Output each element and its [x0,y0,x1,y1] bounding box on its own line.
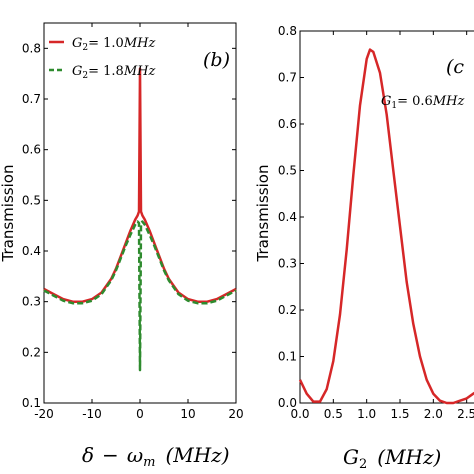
panel-c-ytick-label: 0.0 [278,396,297,410]
panel-c-series-line-0 [298,48,474,405]
panel-b-xtick-label: 20 [228,407,243,421]
panel-b-ytick-label: 0.7 [22,92,41,106]
legend-label-g2-1.8: G2= 1.8MHz [72,64,155,81]
panel-b-ytick-label: 0.8 [22,41,41,55]
panel-b-ylabel: Transmission [0,165,17,263]
panel-c-frame [299,30,474,404]
panel-c-annotation: G1= 0.6MHz [381,94,464,111]
panel-c-xtick-label: 0.5 [324,407,343,421]
panel-c-ytick-label: 0.4 [278,210,297,224]
panel-c-ytick-label: 0.2 [278,303,297,317]
panel-c-xtick-label: 1.0 [357,407,376,421]
panel-b-ytick-label: 0.2 [22,345,41,359]
panel-b-series-line-0 [43,67,237,303]
panel-b-xtick-label: 0 [136,407,144,421]
panel-c-xtick-label: 2.5 [457,407,474,421]
panel-c-ytick-label: 0.1 [278,350,297,364]
panel-c-ytick-label: 0.5 [278,164,297,178]
panel-c-xtick-label: 0.0 [290,407,309,421]
panel-b-legend: G2= 1.0MHz G2= 1.8MHz [49,36,155,81]
panel-c-xlabel: G2 (MHz) [343,445,441,472]
panel-b-xtick-label: -10 [82,407,102,421]
panel-b-xtick-label: -20 [34,407,54,421]
panel-b-xlabel: δ − ωm (MHz) [82,443,230,470]
panel-c-label: (c [446,56,464,78]
panel-b-ytick-label: 0.3 [22,295,41,309]
panel-b-ytick-label: 0.6 [22,143,41,157]
panel-b-ytick-label: 0.5 [22,193,41,207]
panel-c-xtick-label: 1.5 [390,407,409,421]
panel-b-ytick-label: 0.4 [22,244,41,258]
legend-label-g2-1.0: G2= 1.0MHz [72,36,155,53]
panel-b: -20 -10 0 10 20 0.1 0.2 0.3 0.4 0.5 0.6 0.7 0.8 Tran… [0,22,244,470]
panel-c: 0.0 0.5 1.0 1.5 2.0 2.5 0.0 0.1 0.2 0.3 0.4 0.5 0.6 0… [254,24,474,472]
panel-c-ytick-label: 0.8 [278,24,297,38]
panel-b-ytick-label: 0.1 [22,396,41,410]
panel-c-xtick-label: 2.0 [424,407,443,421]
panel-b-label: (b) [203,49,230,71]
panel-c-ytick-label: 0.3 [278,257,297,271]
panel-c-ylabel: Transmission [254,165,272,263]
panel-b-series-line-1 [43,220,237,372]
panel-b-xtick-label: 10 [180,407,195,421]
panel-c-ytick-label: 0.6 [278,117,297,131]
panel-c-ytick-label: 0.7 [278,71,297,85]
